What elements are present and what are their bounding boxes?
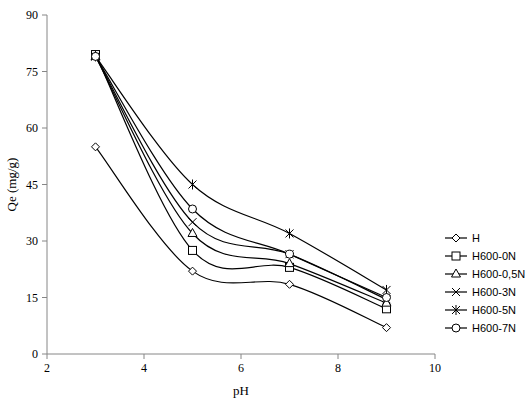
data-point	[189, 180, 197, 190]
legend-marker	[452, 288, 460, 296]
y-tick-label: 15	[26, 291, 38, 305]
series	[92, 51, 391, 295]
legend: H H600-0N H600-0,5N H600-3N H600-5N H600-7N	[445, 232, 525, 334]
y-tick	[42, 354, 47, 355]
y-tick-label: 45	[26, 178, 38, 192]
data-point	[286, 250, 294, 258]
legend-label: H600-0N	[472, 250, 516, 262]
legend-marker	[452, 324, 460, 332]
x-tick-label: 4	[141, 361, 147, 375]
data-point	[286, 228, 294, 238]
series-line	[96, 55, 387, 309]
legend-label: H600-0,5N	[472, 268, 525, 280]
data-point	[286, 250, 294, 258]
x-tick	[338, 354, 339, 359]
series	[91, 51, 391, 306]
y-tick	[42, 184, 47, 185]
series-line	[96, 147, 387, 328]
legend-marker	[452, 252, 460, 260]
y-tick	[42, 15, 47, 16]
series-line	[96, 56, 387, 299]
x-tick	[435, 354, 436, 359]
data-point	[188, 228, 197, 236]
data-point	[285, 259, 294, 267]
y-tick-label: 75	[26, 65, 38, 79]
data-point	[92, 52, 100, 60]
legend-label: H	[472, 232, 480, 244]
y-axis-label: Qe (mg/g)	[4, 158, 19, 212]
series-line	[96, 56, 387, 303]
data-point	[286, 280, 294, 288]
data-point	[383, 294, 391, 302]
data-point	[92, 52, 100, 60]
data-point	[383, 324, 391, 332]
y-tick-label: 30	[26, 234, 38, 248]
x-tick	[47, 354, 48, 359]
x-tick-label: 10	[429, 361, 441, 375]
series	[92, 143, 391, 332]
legend-marker	[452, 305, 460, 315]
legend-marker	[452, 234, 460, 242]
series	[92, 52, 391, 301]
data-point	[189, 246, 197, 254]
x-tick	[144, 354, 145, 359]
x-tick-label: 8	[335, 361, 341, 375]
y-tick	[42, 241, 47, 242]
data-point	[92, 51, 100, 61]
y-tick	[42, 71, 47, 72]
y-tick-label: 0	[32, 347, 38, 361]
x-tick-label: 6	[238, 361, 244, 375]
data-point	[92, 143, 100, 151]
y-tick	[42, 128, 47, 129]
series-line	[96, 56, 387, 297]
legend-label: H600-7N	[472, 322, 516, 334]
chart: 2 4 6 8 10 0 15 30 45 60 75 90 pH Qe (mg/g) H H600-0N H6…	[0, 0, 526, 411]
series	[92, 52, 391, 303]
data-point	[189, 267, 197, 275]
x-tick-label: 2	[44, 361, 50, 375]
legend-marker	[452, 269, 461, 277]
x-axis-label: pH	[233, 383, 249, 398]
legend-label: H600-3N	[472, 286, 516, 298]
y-tick-label: 60	[26, 121, 38, 135]
y-tick-label: 90	[26, 8, 38, 22]
x-tick	[241, 354, 242, 359]
data-point	[189, 218, 197, 226]
series-line	[96, 56, 387, 290]
plot-area	[91, 51, 391, 332]
series	[92, 51, 391, 313]
y-tick	[42, 297, 47, 298]
data-point	[189, 205, 197, 213]
legend-label: H600-5N	[472, 304, 516, 316]
